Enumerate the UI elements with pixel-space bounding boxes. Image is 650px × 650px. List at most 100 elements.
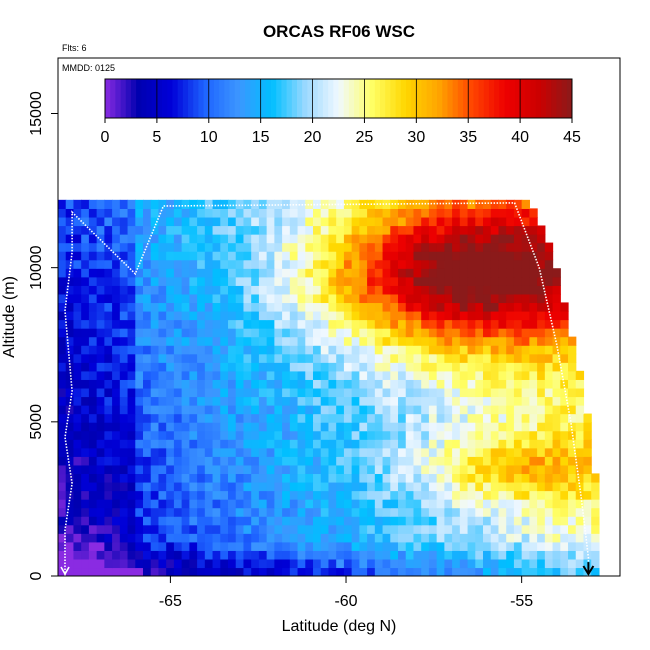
heat-cell — [181, 259, 190, 269]
heat-cell — [428, 276, 438, 286]
colorbar-segment — [188, 79, 194, 118]
heat-cell — [313, 464, 322, 475]
heat-cell — [181, 422, 190, 432]
heat-cell — [351, 319, 360, 329]
heat-cell — [143, 285, 152, 295]
heat-cell — [135, 199, 144, 209]
heat-cell — [235, 216, 245, 227]
heat-cell — [336, 481, 345, 492]
heat-cell — [351, 516, 360, 526]
heat-cell — [88, 362, 98, 372]
heat-cell — [513, 507, 523, 517]
heat-cell — [204, 370, 214, 380]
heat-cell — [390, 499, 399, 509]
heat-cell — [436, 516, 445, 526]
heat-cell — [189, 473, 198, 483]
heat-cell — [374, 259, 384, 269]
heat-cell — [490, 268, 500, 278]
heat-cell — [104, 413, 113, 423]
heat-cell — [452, 405, 461, 415]
heat-cell — [343, 499, 353, 509]
heat-cell — [467, 293, 476, 304]
heat-cell — [204, 507, 214, 517]
heat-cell — [127, 362, 136, 372]
heat-cell — [173, 430, 183, 440]
heat-cell — [544, 499, 554, 509]
heat-cell — [398, 405, 407, 415]
heat-cell — [405, 310, 415, 321]
heat-cell — [351, 208, 360, 218]
heat-cell — [320, 447, 330, 457]
heat-cell — [119, 481, 129, 492]
heat-cell — [483, 456, 492, 466]
heat-cell — [158, 370, 167, 380]
heat-cell — [197, 499, 206, 509]
heat-cell — [143, 481, 152, 492]
heat-cell — [266, 259, 275, 269]
heat-cell — [258, 276, 268, 286]
heat-cell — [104, 387, 113, 398]
heat-cell — [475, 387, 484, 398]
heat-cell — [537, 541, 546, 551]
heat-cell — [166, 328, 175, 338]
heat-cell — [544, 387, 554, 398]
heat-cell — [390, 302, 399, 312]
heat-cell — [65, 319, 75, 329]
heat-cell — [65, 413, 75, 423]
heat-cell — [220, 541, 229, 551]
heat-cell — [258, 225, 268, 235]
heat-cell — [544, 302, 554, 312]
heat-cell — [390, 422, 399, 432]
heat-cell — [328, 353, 337, 363]
heat-cell — [150, 567, 160, 576]
heat-cell — [58, 310, 67, 321]
heat-cell — [181, 533, 190, 543]
heat-cell — [212, 251, 221, 261]
heat-cell — [258, 353, 268, 363]
heat-cell — [65, 276, 75, 286]
heat-cell — [127, 499, 136, 509]
heat-cell — [81, 490, 90, 500]
heat-cell — [112, 251, 121, 261]
heat-cell — [483, 567, 492, 576]
heat-cell — [467, 499, 476, 509]
heat-cell — [513, 225, 523, 235]
heat-cell — [235, 550, 245, 560]
heat-cell — [452, 499, 461, 509]
heat-cell — [405, 353, 415, 363]
heat-cell — [343, 456, 353, 466]
heat-cell — [274, 481, 283, 492]
heat-cell — [243, 259, 252, 269]
heat-cell — [289, 550, 299, 560]
heat-cell — [65, 216, 75, 227]
heat-cell — [73, 293, 82, 304]
heat-cell — [58, 251, 67, 261]
heat-cell — [428, 413, 438, 423]
heat-cell — [181, 293, 190, 304]
heat-cell — [475, 234, 484, 244]
heat-cell — [583, 422, 592, 432]
heat-cell — [243, 345, 252, 355]
heat-cell — [305, 328, 314, 338]
heat-cell — [568, 516, 577, 526]
heat-cell — [398, 507, 407, 517]
heat-cell — [506, 242, 515, 252]
heat-cell — [251, 413, 260, 423]
heat-cell — [73, 302, 82, 312]
heatmap-field — [58, 199, 600, 576]
heat-cell — [297, 293, 306, 304]
heat-cell — [104, 336, 113, 346]
heat-cell — [398, 276, 407, 286]
colorbar-segment — [302, 79, 308, 118]
heat-cell — [204, 396, 214, 406]
heat-cell — [436, 208, 445, 218]
heat-cell — [575, 379, 585, 389]
heat-cell — [258, 456, 268, 466]
heat-cell — [506, 310, 515, 321]
heat-cell — [490, 524, 500, 534]
colorbar-segment — [556, 79, 563, 118]
heat-cell — [197, 293, 206, 304]
heat-cell — [104, 507, 113, 517]
heat-cell — [374, 541, 384, 551]
heat-cell — [197, 550, 206, 560]
